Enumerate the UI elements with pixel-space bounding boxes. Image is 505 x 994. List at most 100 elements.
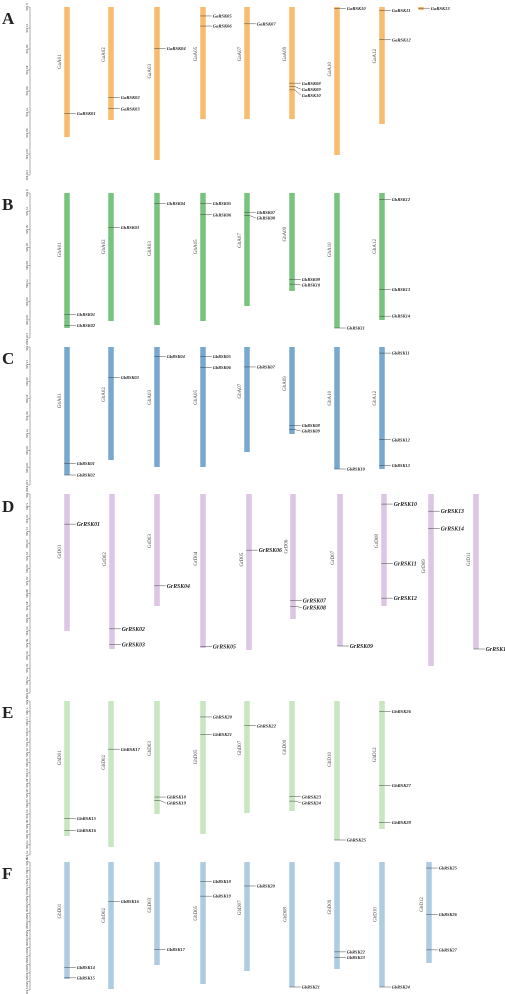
scale-tick-label: 30 Mb [25,377,29,386]
gene-marker-line [289,89,301,96]
chromosome-bar [108,701,114,847]
chromosome-bar [108,862,114,989]
chromosome-name: GaA10 [328,61,333,76]
chromosome-GhD05: GhD05 GhRSK20 GhRSK21 [194,701,233,834]
chromosome-GrD02: GrD02 GrRSK02 GrRSK03 [103,494,145,649]
chromosome-bar [244,7,250,119]
chromosome-name: GhA03 [148,241,153,256]
panel-letter: A [2,9,15,28]
chromosome-GhA10: GhA10 GhRSK11 [328,193,365,331]
scale-tick-label: 15 Mb [25,207,29,216]
chromosome-bar [64,701,70,836]
chromosome-name: GhA09 [283,226,288,241]
chromosome-GrD08: GrD08 GrRSK10 GrRSK11 GrRSK12 [375,494,417,606]
chromosome-name: GaA02 [102,47,107,62]
gene-label: GaRSK01 [77,111,96,116]
chromosome-bar [244,701,250,813]
scale-tick-label: 25 Mb [25,552,29,561]
gene-label: GhRSK22 [257,723,277,728]
chromosome-GrD04: GrD04 GrRSK05 [194,494,236,650]
gene-label: GaRSK04 [167,46,187,51]
gene-marker-line [289,283,301,286]
chromosome-bar [379,7,385,124]
chromosome-name: GaA12 [373,48,378,63]
chromosome-bar [109,494,115,649]
chromosome-bar [108,7,114,120]
scale-tick-label: 30 Mb [25,758,29,767]
gene-label: GaRSK13 [431,6,451,11]
chromosome-name: GaA09 [283,46,288,61]
chromosome-GaA12: GaA12 GaRSK11 GaRSK12 [373,7,411,124]
chromosome-name: GhA10 [328,242,333,257]
gene-label: GrRSK06 [259,548,282,554]
gene-marker-line [289,800,301,803]
scale-tick-label: 105 Mb [25,149,29,160]
scale-tick-label: 15 Mb [25,527,29,536]
scale-tick-label: 90 Mb [25,446,29,455]
gene-label: GaRSK07 [257,21,277,26]
scale-tick-label: 120 Mb [25,333,29,344]
gene-label: GbRSK20 [257,884,276,889]
gene-label: GhRSK08 [257,216,276,221]
chromosome-bar [64,347,70,475]
gene-label: GhRSK04 [167,201,186,206]
gene-label: GhRSK13 [392,287,411,292]
chromosome-bar [244,193,250,306]
gene-label: GaRSK11 [392,8,411,13]
gene-label: GbRSK03 [121,375,140,380]
scale-tick-label: 0 Mb [25,3,29,11]
gene-label: GaRSK09 [302,87,322,92]
chromosome-GhD07: GhD07 GhRSK22 [238,701,277,813]
scale-tick-label: 30 Mb [25,45,29,54]
gene-label: GbRSK15 [77,975,96,980]
gene-label: GbRSK16 [121,899,140,904]
gene-label: GrRSK10 [394,502,417,508]
gene-label: GhRSK12 [392,197,411,202]
gene-label: GaRSK05 [213,14,233,19]
chromosome-GrD11: GrD11 GrRSK15 [467,494,505,653]
chromosome-name: GbD09 [328,899,333,914]
chromosome-name: GbD10 [373,907,378,922]
chromosome-name: GaA01 [58,54,63,69]
scale-tick-label: 30 Mb [25,564,29,573]
scale-tick-label: 10 Mb [25,875,29,884]
chromosome-name: GbA03 [148,390,153,405]
chromosome-GbD08: GbD08 GbRSK21 [283,862,320,990]
gene-label: GhRSK10 [302,283,321,288]
scale-tick-label: 55 Mb [25,809,29,818]
chromosome-bar [334,193,340,328]
chromosome-bar [200,862,206,984]
gene-marker-line [289,429,301,432]
chromosome-name: GrD05 [240,552,245,566]
panel-letter: B [2,195,13,214]
chromosome-name: GbA02 [102,387,107,402]
chromosome-GhD02: GhD02 GhRSK17 [102,701,141,847]
scale-tick-label: 70 Mb [25,977,29,986]
chromosome-bar [334,347,340,469]
scale-tick-label: 65 Mb [25,830,29,839]
gene-label: GrRSK09 [350,644,373,650]
chromosome-name: GbA10 [328,390,333,405]
chromosome-GbD05: GbD05 GbRSK18 GbRSK19 [194,862,232,984]
panel-letter: E [2,703,13,722]
chromosome-bar [379,701,385,829]
scale-tick-label: 75 Mb [25,108,29,117]
chromosome-bar [334,862,340,969]
gene-label: GbRSK24 [392,985,411,990]
chromosome-GbA07: GbA07 GbRSK07 [238,347,276,452]
gene-marker-line [289,86,301,90]
gene-label: GbRSK07 [257,364,276,369]
chromosome-bar [200,701,206,834]
scale-tick-label: 0 Mb [25,858,29,866]
scale-tick-label: 120 Mb [25,480,29,491]
chromosome-GhA05: GhA05 GhRSK05 GhRSK06 [194,193,232,321]
gene-label: GhRSK11 [347,326,365,331]
chromosome-GhA01: GhA01 GhRSK01 GhRSK02 [58,193,96,328]
chromosome-name: GrD02 [103,552,108,566]
scale-tick-label: 50 Mb [25,799,29,808]
